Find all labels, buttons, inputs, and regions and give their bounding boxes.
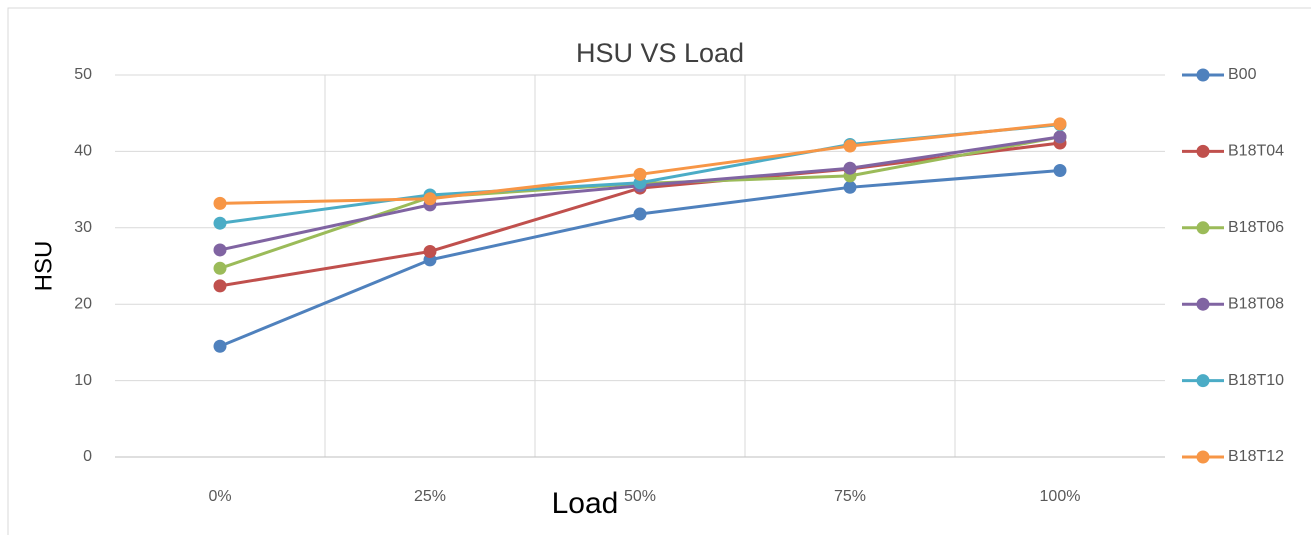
marker	[213, 279, 227, 293]
marker	[213, 196, 227, 210]
marker	[1053, 164, 1067, 177]
marker	[633, 167, 647, 181]
marker	[843, 180, 857, 194]
legend-label: B18T12	[1228, 448, 1284, 465]
chart-title: HSU VS Load	[576, 38, 744, 68]
legend-label: B18T04	[1228, 143, 1284, 160]
x-tick-label: 75%	[834, 488, 866, 505]
marker	[213, 261, 227, 275]
marker	[1053, 130, 1067, 144]
marker	[423, 244, 437, 258]
y-tick-label: 0	[83, 448, 92, 465]
marker	[423, 192, 437, 206]
marker	[1053, 117, 1067, 131]
legend-marker	[1196, 374, 1210, 388]
x-tick-label: 25%	[414, 488, 446, 505]
legend-marker	[1196, 297, 1210, 311]
legend-marker	[1196, 221, 1210, 235]
x-tick-label: 0%	[208, 488, 231, 505]
legend-marker	[1196, 144, 1210, 158]
legend-label: B18T06	[1228, 219, 1284, 236]
legend-label: B18T08	[1228, 295, 1284, 312]
y-tick-label: 40	[74, 143, 92, 160]
x-tick-label: 100%	[1040, 488, 1081, 505]
marker	[633, 207, 647, 221]
legend-label: B18T10	[1228, 372, 1284, 389]
marker	[843, 161, 857, 175]
y-tick-label: 50	[74, 66, 92, 83]
marker	[213, 243, 227, 257]
y-axis-label: HSU	[30, 241, 57, 292]
y-tick-label: 20	[74, 295, 92, 312]
chart-border	[7, 7, 1311, 535]
legend-marker	[1196, 450, 1210, 464]
y-tick-label: 30	[74, 219, 92, 236]
x-tick-label: 50%	[624, 488, 656, 505]
legend-label: B00	[1228, 66, 1257, 83]
marker	[213, 339, 227, 353]
x-axis-label: Load	[552, 487, 619, 520]
marker	[843, 139, 857, 153]
legend-marker	[1196, 68, 1210, 82]
marker	[213, 216, 227, 230]
y-tick-label: 10	[74, 372, 92, 389]
